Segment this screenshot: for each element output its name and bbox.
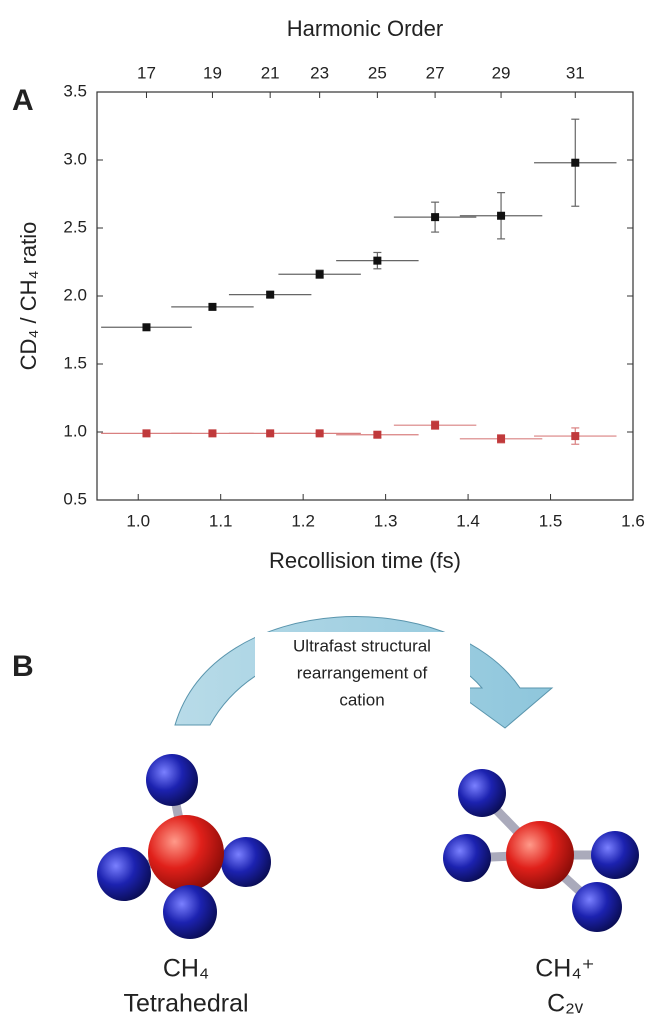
molecule-label: Tetrahedral [123, 990, 248, 1018]
top-tick-label: 27 [426, 63, 445, 82]
c-atom [148, 815, 224, 891]
h-atom [591, 831, 639, 879]
top-axis-title: Harmonic Order [287, 16, 443, 41]
x-axis-title: Recollision time (fs) [269, 548, 461, 573]
y-tick-label: 0.5 [63, 489, 87, 508]
h-atom [97, 847, 151, 901]
arrow-text: rearrangement of [297, 663, 428, 682]
point [431, 213, 440, 222]
top-tick-label: 31 [566, 63, 585, 82]
y-axis-title: CD₄ / CH₄ ratio [16, 222, 41, 371]
h-atom [572, 882, 622, 932]
h-atom [443, 834, 491, 882]
panel-label: B [12, 650, 34, 683]
plot-frame [96, 91, 634, 501]
point [431, 421, 440, 430]
molecule-label: CH₄⁺ [535, 955, 595, 983]
point [373, 430, 382, 439]
point [373, 256, 382, 265]
h-atom [163, 885, 217, 939]
point [208, 429, 217, 438]
x-tick-label: 1.4 [456, 511, 480, 530]
h-atom [221, 837, 271, 887]
x-tick-label: 1.0 [126, 511, 150, 530]
molecule-ch4 [97, 754, 271, 939]
top-tick-label: 17 [137, 63, 156, 82]
molecule-ch4-cation [443, 769, 639, 932]
point [497, 211, 506, 220]
text-backdrop [255, 632, 470, 716]
x-tick-label: 1.1 [209, 511, 233, 530]
panel-label: A [12, 84, 34, 117]
point [142, 323, 151, 332]
h-atom [458, 769, 506, 817]
y-tick-label: 1.0 [63, 421, 87, 440]
point [266, 290, 275, 299]
arrow-text: cation [339, 690, 384, 709]
top-tick-label: 25 [368, 63, 387, 82]
top-tick-label: 21 [261, 63, 280, 82]
x-tick-label: 1.2 [291, 511, 315, 530]
point [571, 432, 580, 441]
point [142, 429, 151, 438]
point [571, 158, 580, 167]
point [497, 434, 506, 443]
y-tick-label: 3.5 [63, 81, 87, 100]
y-tick-label: 1.5 [63, 353, 87, 372]
molecule-label: CH₄ [163, 955, 209, 983]
y-tick-label: 2.5 [63, 217, 87, 236]
molecule-label: C₂ᵥ [547, 990, 584, 1018]
x-tick-label: 1.3 [374, 511, 398, 530]
top-tick-label: 29 [492, 63, 511, 82]
point [266, 429, 275, 438]
y-tick-label: 2.0 [63, 285, 87, 304]
c-atom [506, 821, 574, 889]
point [315, 270, 324, 279]
y-tick-label: 3.0 [63, 149, 87, 168]
h-atom [146, 754, 198, 806]
top-tick-label: 23 [310, 63, 329, 82]
x-tick-label: 1.6 [621, 511, 645, 530]
point [208, 302, 217, 311]
top-tick-label: 19 [203, 63, 222, 82]
arrow-text: Ultrafast structural [293, 636, 431, 655]
x-tick-label: 1.5 [539, 511, 563, 530]
point [315, 429, 324, 438]
